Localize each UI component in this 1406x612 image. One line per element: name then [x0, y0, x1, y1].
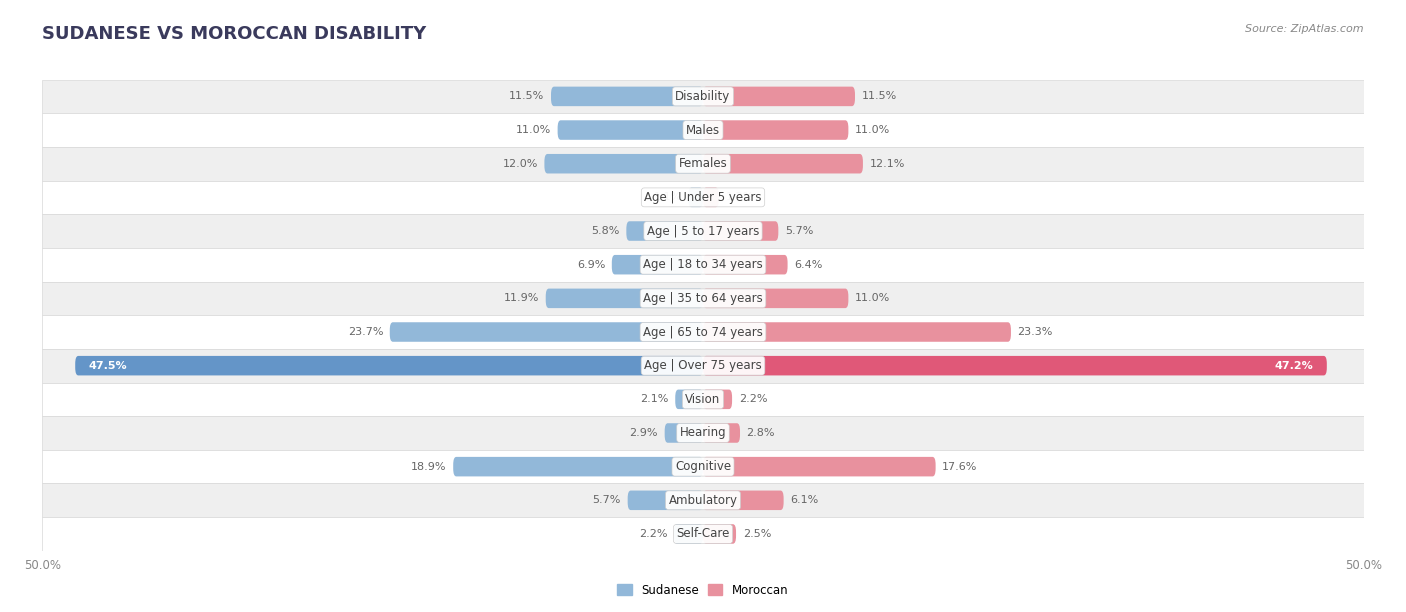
Text: 2.9%: 2.9%	[630, 428, 658, 438]
FancyBboxPatch shape	[703, 188, 718, 207]
Text: 5.7%: 5.7%	[593, 495, 621, 506]
Text: 1.2%: 1.2%	[725, 192, 754, 203]
FancyBboxPatch shape	[558, 121, 703, 140]
FancyBboxPatch shape	[703, 154, 863, 173]
FancyBboxPatch shape	[76, 356, 703, 375]
Text: Age | 35 to 64 years: Age | 35 to 64 years	[643, 292, 763, 305]
Text: Females: Females	[679, 157, 727, 170]
Text: 2.2%: 2.2%	[638, 529, 668, 539]
Text: Disability: Disability	[675, 90, 731, 103]
Text: 11.0%: 11.0%	[516, 125, 551, 135]
FancyBboxPatch shape	[703, 87, 855, 106]
FancyBboxPatch shape	[675, 390, 703, 409]
Bar	[42, 349, 1364, 382]
Bar	[42, 517, 1364, 551]
FancyBboxPatch shape	[612, 255, 703, 274]
Text: 5.7%: 5.7%	[785, 226, 813, 236]
FancyBboxPatch shape	[689, 188, 703, 207]
FancyBboxPatch shape	[551, 87, 703, 106]
Text: Age | 5 to 17 years: Age | 5 to 17 years	[647, 225, 759, 237]
Bar	[42, 282, 1364, 315]
FancyBboxPatch shape	[703, 289, 848, 308]
Text: 47.2%: 47.2%	[1275, 360, 1313, 371]
FancyBboxPatch shape	[703, 491, 783, 510]
FancyBboxPatch shape	[389, 323, 703, 341]
Text: 18.9%: 18.9%	[411, 461, 447, 472]
Text: 11.0%: 11.0%	[855, 293, 890, 304]
FancyBboxPatch shape	[627, 491, 703, 510]
Bar	[42, 315, 1364, 349]
Text: 12.0%: 12.0%	[502, 159, 537, 169]
Text: Age | 65 to 74 years: Age | 65 to 74 years	[643, 326, 763, 338]
Text: 2.5%: 2.5%	[742, 529, 770, 539]
Text: Age | 18 to 34 years: Age | 18 to 34 years	[643, 258, 763, 271]
Text: 11.0%: 11.0%	[855, 125, 890, 135]
Text: Source: ZipAtlas.com: Source: ZipAtlas.com	[1246, 24, 1364, 34]
Text: 11.9%: 11.9%	[503, 293, 538, 304]
Text: 6.4%: 6.4%	[794, 259, 823, 270]
Bar	[42, 450, 1364, 483]
Bar	[42, 248, 1364, 282]
FancyBboxPatch shape	[703, 222, 779, 241]
Text: 11.5%: 11.5%	[862, 91, 897, 102]
FancyBboxPatch shape	[703, 356, 1327, 375]
FancyBboxPatch shape	[703, 390, 733, 409]
Bar	[42, 214, 1364, 248]
FancyBboxPatch shape	[544, 154, 703, 173]
Bar	[42, 483, 1364, 517]
Text: Vision: Vision	[685, 393, 721, 406]
FancyBboxPatch shape	[673, 524, 703, 543]
Text: 11.5%: 11.5%	[509, 91, 544, 102]
Text: 1.1%: 1.1%	[654, 192, 682, 203]
Text: 2.1%: 2.1%	[640, 394, 669, 405]
Text: Males: Males	[686, 124, 720, 136]
Text: 47.5%: 47.5%	[89, 360, 127, 371]
Text: Age | Under 5 years: Age | Under 5 years	[644, 191, 762, 204]
Bar	[42, 147, 1364, 181]
Text: SUDANESE VS MOROCCAN DISABILITY: SUDANESE VS MOROCCAN DISABILITY	[42, 25, 426, 43]
Text: 12.1%: 12.1%	[869, 159, 905, 169]
FancyBboxPatch shape	[703, 457, 935, 476]
Text: 23.3%: 23.3%	[1018, 327, 1053, 337]
Text: 6.9%: 6.9%	[576, 259, 605, 270]
Text: Hearing: Hearing	[679, 427, 727, 439]
Text: 17.6%: 17.6%	[942, 461, 977, 472]
Text: Ambulatory: Ambulatory	[668, 494, 738, 507]
FancyBboxPatch shape	[703, 121, 848, 140]
FancyBboxPatch shape	[665, 424, 703, 442]
Text: 23.7%: 23.7%	[347, 327, 384, 337]
FancyBboxPatch shape	[703, 323, 1011, 341]
Text: Age | Over 75 years: Age | Over 75 years	[644, 359, 762, 372]
FancyBboxPatch shape	[703, 424, 740, 442]
FancyBboxPatch shape	[703, 524, 737, 543]
Bar	[42, 382, 1364, 416]
Text: 6.1%: 6.1%	[790, 495, 818, 506]
Bar	[42, 181, 1364, 214]
FancyBboxPatch shape	[626, 222, 703, 241]
Bar	[42, 416, 1364, 450]
FancyBboxPatch shape	[453, 457, 703, 476]
FancyBboxPatch shape	[703, 255, 787, 274]
Bar	[42, 113, 1364, 147]
FancyBboxPatch shape	[546, 289, 703, 308]
Legend: Sudanese, Moroccan: Sudanese, Moroccan	[613, 579, 793, 602]
Text: 2.2%: 2.2%	[738, 394, 768, 405]
Text: 2.8%: 2.8%	[747, 428, 775, 438]
Text: Cognitive: Cognitive	[675, 460, 731, 473]
Text: Self-Care: Self-Care	[676, 528, 730, 540]
Text: 5.8%: 5.8%	[592, 226, 620, 236]
Bar	[42, 80, 1364, 113]
